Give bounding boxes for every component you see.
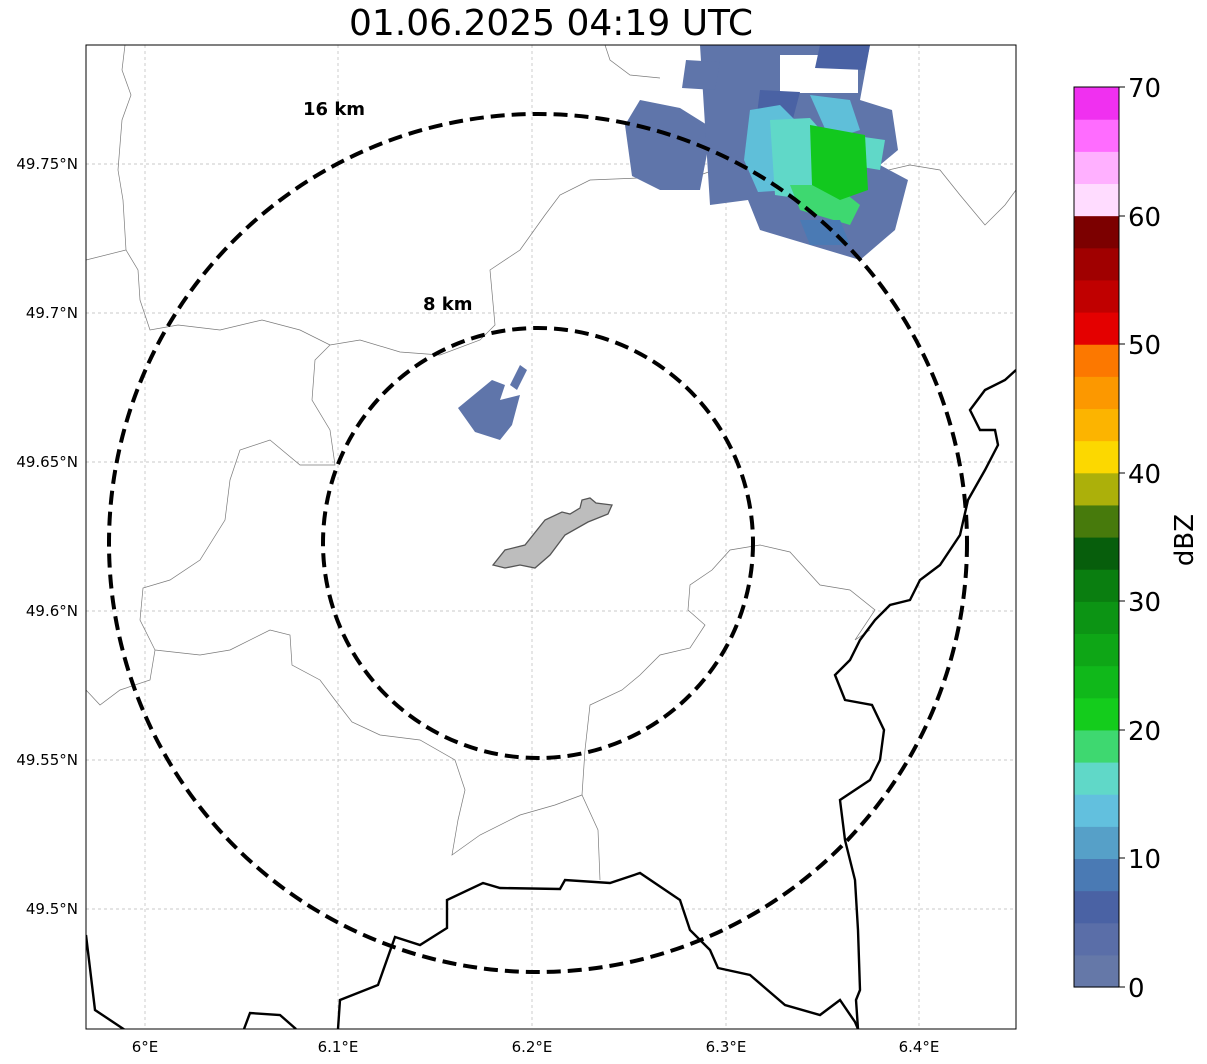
x-axis-ticks: 6°E 6.1°E 6.2°E 6.3°E 6.4°E: [132, 1038, 940, 1056]
y-tick-label: 49.65°N: [16, 453, 78, 471]
radar-echoes: [458, 45, 908, 440]
range-ring-16km: [107, 112, 969, 974]
radar-site-area: [491, 497, 613, 569]
x-tick-label: 6°E: [132, 1038, 159, 1056]
colorbar-swatches: [1074, 87, 1119, 988]
range-ring-8km: [321, 326, 755, 760]
x-tick-label: 6.3°E: [706, 1038, 747, 1056]
colorbar-swatch: [1074, 344, 1119, 377]
colorbar-tick-label: 0: [1128, 974, 1145, 1004]
colorbar-swatch: [1074, 440, 1119, 474]
colorbar-swatch: [1074, 504, 1119, 538]
colorbar-swatch: [1074, 665, 1119, 699]
colorbar-tick-label: 20: [1128, 717, 1161, 747]
colorbar-swatch: [1074, 729, 1119, 763]
colorbar-swatch: [1074, 858, 1119, 892]
colorbar-swatch: [1074, 183, 1119, 217]
colorbar-swatch: [1074, 247, 1119, 281]
colorbar-swatch: [1074, 279, 1119, 313]
colorbar-tick-label: 10: [1128, 845, 1161, 875]
colorbar-swatch: [1074, 569, 1119, 602]
y-tick-label: 49.55°N: [16, 751, 78, 769]
colorbar-tick-label: 30: [1128, 588, 1161, 618]
colorbar-swatch: [1074, 472, 1119, 506]
colorbar-swatch: [1074, 537, 1119, 570]
colorbar-swatch: [1074, 312, 1119, 345]
colorbar-label: dBZ: [1170, 514, 1200, 566]
y-axis-ticks: 49.75°N 49.7°N 49.65°N 49.6°N 49.55°N 49…: [16, 155, 78, 918]
y-tick-label: 49.6°N: [26, 602, 78, 620]
colorbar-tick-label: 50: [1128, 331, 1161, 361]
national-borders: [86, 369, 1016, 1029]
colorbar-swatch: [1074, 762, 1119, 795]
x-tick-label: 6.2°E: [512, 1038, 553, 1056]
colorbar-swatch: [1074, 601, 1119, 635]
gridlines: [86, 45, 1016, 1029]
colorbar-tick-label: 40: [1128, 460, 1161, 490]
colorbar-tick-label: 70: [1128, 74, 1161, 104]
colorbar-swatch: [1074, 890, 1119, 924]
colorbar-tick-label: 60: [1128, 203, 1161, 233]
colorbar-swatch: [1074, 922, 1119, 956]
colorbar-swatch: [1074, 119, 1119, 152]
x-tick-label: 6.4°E: [899, 1038, 940, 1056]
colorbar-swatch: [1074, 794, 1119, 827]
colorbar-swatch: [1074, 376, 1119, 410]
x-tick-label: 6.1°E: [318, 1038, 359, 1056]
colorbar-swatch: [1074, 697, 1119, 731]
municipal-boundaries: [86, 45, 1016, 881]
colorbar-swatch: [1074, 408, 1119, 442]
colorbar-ticks: [1119, 86, 1125, 988]
colorbar-swatch: [1074, 151, 1119, 185]
colorbar: 70 60 50 40 30 20 10 0 dBZ: [1073, 74, 1200, 1004]
ring-label-8km: 8 km: [423, 294, 473, 315]
map-title: 01.06.2025 04:19 UTC: [348, 3, 754, 44]
y-tick-label: 49.7°N: [26, 304, 78, 322]
colorbar-swatch: [1074, 215, 1119, 249]
ring-label-16km: 16 km: [303, 99, 365, 120]
colorbar-swatch: [1074, 954, 1119, 988]
colorbar-swatch: [1074, 633, 1119, 667]
y-tick-label: 49.75°N: [16, 155, 78, 173]
map-frame: [85, 44, 1017, 1030]
colorbar-swatch: [1074, 826, 1119, 860]
y-tick-label: 49.5°N: [26, 900, 78, 918]
colorbar-swatch: [1074, 87, 1119, 120]
